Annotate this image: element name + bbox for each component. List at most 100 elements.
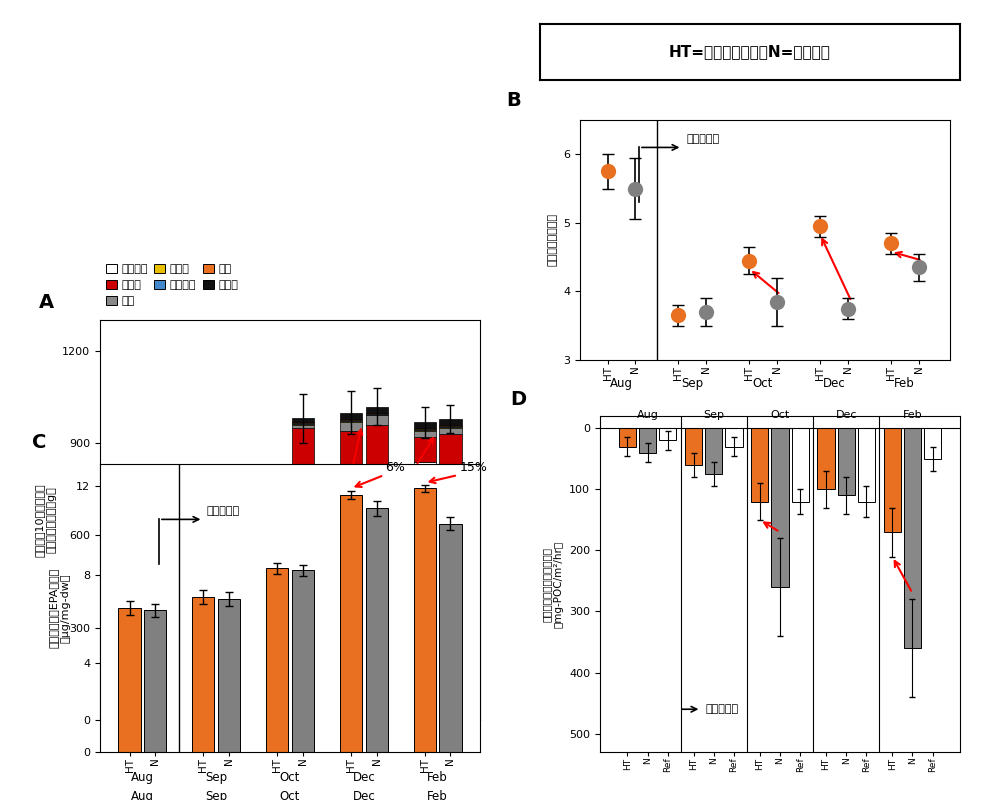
Text: 温湯処理後: 温湯処理後	[207, 506, 240, 516]
Bar	[340, 420, 362, 421]
Bar	[366, 413, 388, 414]
Bar	[439, 419, 462, 425]
Bar	[792, 428, 809, 502]
Bar	[266, 538, 288, 557]
Bar	[904, 428, 921, 648]
Bar	[192, 597, 214, 752]
Bar	[340, 468, 362, 720]
Text: Sep: Sep	[703, 410, 724, 420]
Text: 温湯処理後: 温湯処理後	[686, 134, 719, 144]
Bar	[292, 425, 314, 428]
Y-axis label: 養殖場内での有機物沈降量
（mg-POC/m²/hr）: 養殖場内での有機物沈降量 （mg-POC/m²/hr）	[542, 541, 564, 627]
Bar	[218, 599, 240, 752]
Text: D: D	[510, 390, 526, 410]
Bar	[144, 623, 166, 626]
Text: Oct: Oct	[280, 770, 300, 784]
Text: C: C	[32, 434, 46, 453]
Bar	[705, 428, 722, 474]
Text: Oct: Oct	[770, 410, 790, 420]
Bar	[118, 625, 141, 626]
Bar	[144, 626, 166, 627]
Bar	[340, 495, 362, 752]
Bar	[439, 434, 462, 470]
Text: B: B	[506, 91, 521, 110]
Bar	[366, 508, 388, 752]
Bar	[266, 568, 288, 752]
Bar	[118, 626, 141, 646]
Bar	[218, 543, 240, 546]
Text: Feb: Feb	[427, 790, 448, 800]
Bar	[266, 535, 288, 538]
Bar	[366, 406, 388, 413]
Bar	[266, 530, 288, 533]
Text: Aug: Aug	[131, 770, 154, 784]
Text: Aug: Aug	[637, 410, 658, 420]
Bar	[218, 588, 240, 720]
Bar	[884, 428, 901, 532]
Bar	[439, 425, 462, 426]
Bar	[414, 429, 436, 430]
Text: 温湯処理区で処理後
付着生物（特にイガイ）
の量が低く押えられた: 温湯処理区で処理後 付着生物（特にイガイ） の量が低く押えられた	[314, 550, 387, 582]
Text: 6%: 6%	[386, 461, 405, 474]
Bar	[439, 470, 462, 720]
Bar	[292, 422, 314, 423]
Bar	[192, 543, 214, 544]
Bar	[685, 428, 702, 465]
Text: Oct: Oct	[280, 790, 300, 800]
Bar	[924, 428, 941, 458]
Bar	[218, 547, 240, 549]
Text: 温湯処理後: 温湯処理後	[148, 489, 181, 498]
Bar	[218, 550, 240, 552]
Bar	[340, 422, 362, 430]
Text: A: A	[39, 293, 54, 312]
Bar	[366, 415, 388, 425]
Bar	[292, 548, 314, 720]
Text: Sep: Sep	[205, 770, 227, 784]
Text: HT=温湯処理区　　N=非処理区: HT=温湯処理区 N=非処理区	[669, 45, 831, 59]
Text: Aug: Aug	[131, 790, 154, 800]
Bar	[192, 544, 214, 546]
Bar	[292, 570, 314, 752]
Bar	[340, 430, 362, 468]
Bar	[771, 428, 789, 587]
Bar	[366, 425, 388, 474]
Text: Dec: Dec	[835, 410, 857, 420]
Text: Oct: Oct	[753, 377, 773, 390]
Text: Dec: Dec	[352, 790, 375, 800]
Text: Feb: Feb	[427, 770, 448, 784]
Bar	[751, 428, 768, 502]
Bar	[414, 488, 436, 752]
Bar	[192, 540, 214, 543]
Y-axis label: カキの肥満度指数: カキの肥満度指数	[548, 214, 558, 266]
Bar	[192, 575, 214, 720]
Text: 温湯処理後: 温湯処理後	[705, 704, 738, 714]
Bar	[439, 428, 462, 434]
Text: Aug: Aug	[610, 377, 633, 390]
Bar	[144, 627, 166, 629]
Bar	[817, 428, 835, 490]
Bar	[439, 426, 462, 428]
Bar	[266, 557, 288, 720]
Text: Dec: Dec	[823, 377, 845, 390]
Bar	[118, 618, 141, 622]
Bar	[340, 413, 362, 419]
Bar	[118, 646, 141, 720]
Bar	[266, 533, 288, 534]
Bar	[639, 428, 656, 453]
Text: Dec: Dec	[352, 770, 375, 784]
Bar	[218, 552, 240, 588]
Bar	[439, 524, 462, 752]
Bar	[292, 418, 314, 422]
Bar	[414, 428, 436, 429]
Bar	[414, 462, 436, 720]
Y-axis label: 養殖カキ10個体あたり
付着生物湿重量（g）: 養殖カキ10個体あたり 付着生物湿重量（g）	[35, 483, 57, 557]
Bar	[192, 546, 214, 550]
Bar	[340, 419, 362, 420]
Bar	[619, 428, 636, 446]
Bar	[118, 622, 141, 624]
Bar	[144, 630, 166, 650]
Bar	[414, 430, 436, 437]
Text: Feb: Feb	[903, 410, 922, 420]
Bar	[659, 428, 676, 441]
Bar	[144, 650, 166, 720]
